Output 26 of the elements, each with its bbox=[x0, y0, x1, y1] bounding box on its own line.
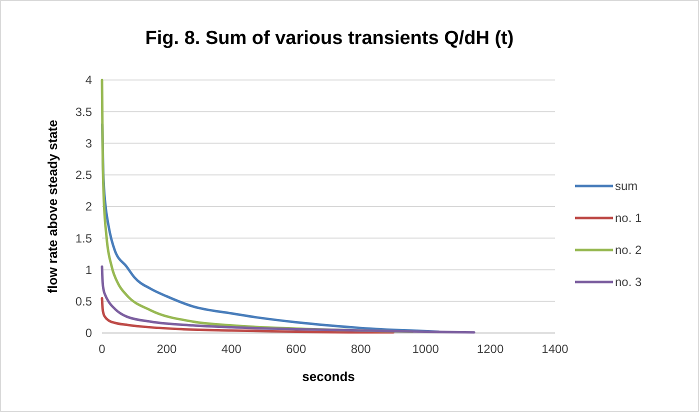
x-tick-label: 1400 bbox=[542, 342, 569, 356]
y-tick-label: 3.5 bbox=[75, 104, 92, 119]
x-tick-label: 200 bbox=[156, 342, 178, 356]
x-tick-label: 1000 bbox=[412, 342, 440, 356]
x-tick-label: 0 bbox=[98, 342, 106, 356]
y-tick-label: 2.5 bbox=[75, 168, 92, 182]
y-tick-label: 1.5 bbox=[75, 231, 92, 246]
x-tick-label: 800 bbox=[350, 342, 372, 356]
line-series bbox=[100, 265, 476, 334]
y-axis-title: flow rate above steady state bbox=[45, 120, 60, 294]
legend-label: no. 3 bbox=[615, 275, 642, 290]
chart-title: Fig. 8. Sum of various transients Q/dH (t) bbox=[145, 28, 514, 49]
y-tick-label: 2 bbox=[85, 200, 92, 214]
line-series bbox=[100, 296, 394, 334]
x-tick-label: 1200 bbox=[476, 342, 504, 356]
y-tick-label: 0.5 bbox=[75, 294, 92, 309]
legend-label: no. 2 bbox=[615, 243, 642, 258]
x-axis-title: seconds bbox=[302, 369, 355, 384]
y-tick-label: 1 bbox=[85, 262, 92, 277]
y-tick-label: 4 bbox=[85, 73, 92, 88]
legend-label: no. 1 bbox=[615, 211, 642, 226]
x-tick-label: 600 bbox=[286, 342, 306, 356]
y-tick-label: 3 bbox=[85, 136, 92, 150]
x-tick-label: 400 bbox=[221, 342, 242, 356]
legend-label: sum bbox=[615, 179, 638, 194]
y-tick-label: 0 bbox=[85, 326, 92, 340]
